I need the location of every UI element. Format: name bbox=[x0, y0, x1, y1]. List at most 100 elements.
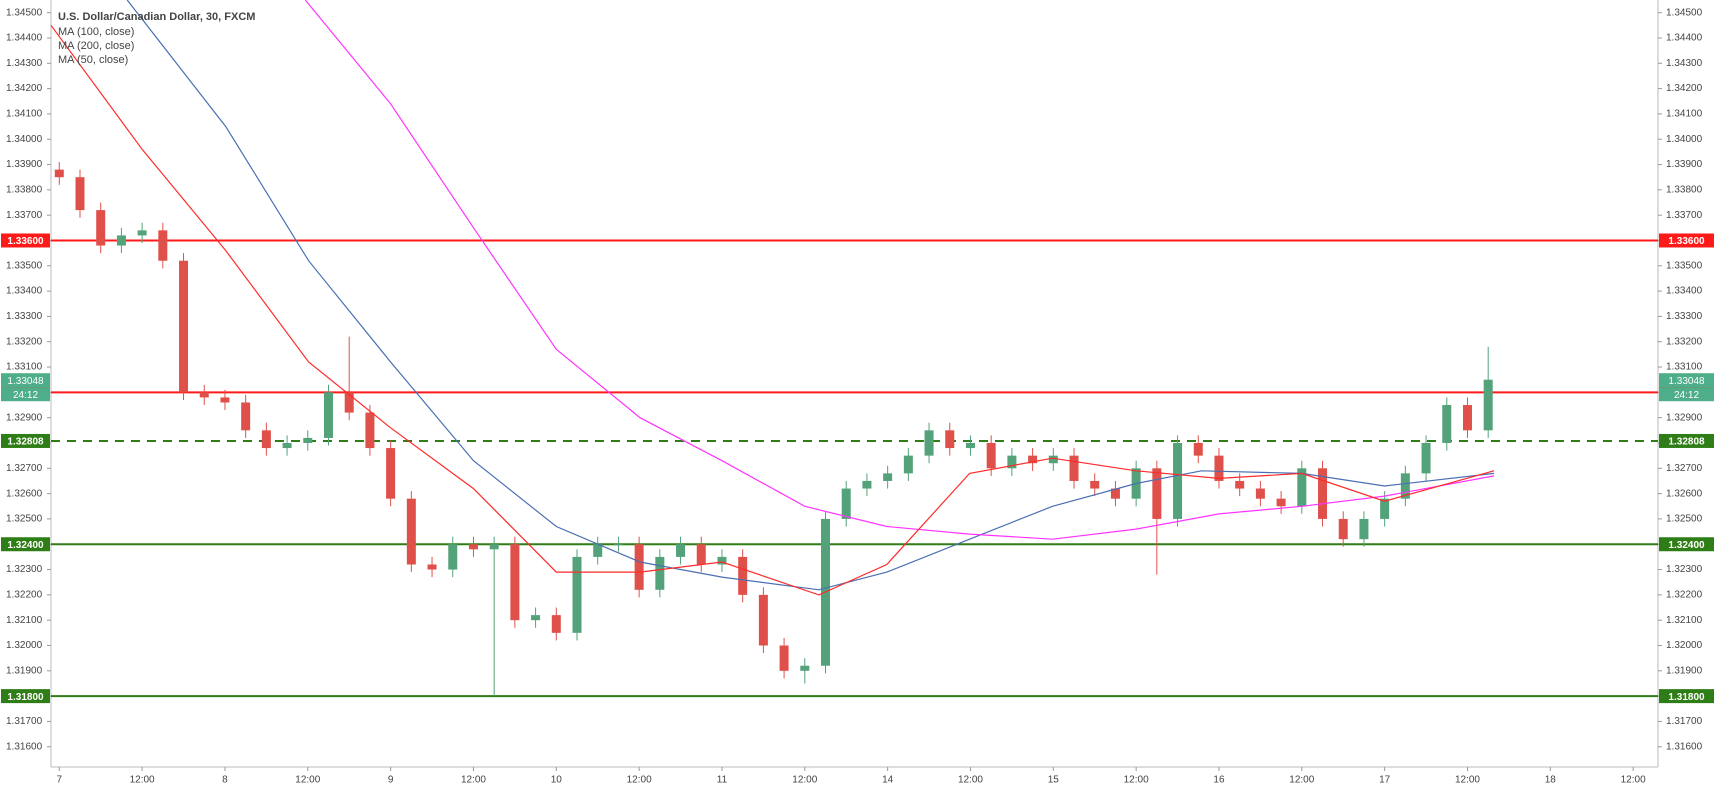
y-tick-label: 1.34300 bbox=[6, 58, 43, 69]
x-tick-label: 17 bbox=[1379, 775, 1391, 786]
y-tick-label: 1.33100 bbox=[1666, 362, 1703, 373]
candle-body bbox=[1483, 379, 1493, 431]
level-label: 1.33600 bbox=[7, 236, 44, 247]
legend-entry: MA (200, close) bbox=[58, 40, 134, 52]
x-tick-label: 10 bbox=[551, 775, 563, 786]
y-tick-label: 1.32000 bbox=[6, 640, 43, 651]
candle-body bbox=[427, 564, 437, 570]
level-label-box bbox=[1, 689, 50, 704]
y-tick-label: 1.31700 bbox=[6, 716, 43, 727]
candle-body bbox=[261, 430, 271, 449]
y-tick-label: 1.33800 bbox=[6, 184, 43, 195]
y-tick-label: 1.31900 bbox=[1666, 665, 1703, 676]
candle-body bbox=[1007, 455, 1017, 469]
candle-body bbox=[116, 235, 126, 246]
ma-line bbox=[304, 0, 1495, 540]
candle-body bbox=[800, 665, 810, 671]
y-tick-label: 1.34500 bbox=[6, 7, 43, 18]
candle-body bbox=[945, 430, 955, 449]
candle-body bbox=[137, 230, 147, 236]
candle-body bbox=[365, 412, 375, 449]
level-label: 1.32400 bbox=[7, 540, 44, 551]
level-label-box bbox=[1659, 689, 1714, 704]
y-tick-label: 1.33500 bbox=[6, 260, 43, 271]
candle-body bbox=[676, 544, 686, 557]
candle-body bbox=[510, 544, 520, 621]
level-label: 1.32400 bbox=[1668, 540, 1705, 551]
y-tick-label: 1.32900 bbox=[6, 412, 43, 423]
y-tick-label: 1.33500 bbox=[1666, 260, 1703, 271]
candle-body bbox=[1421, 442, 1431, 474]
candle-body bbox=[613, 544, 623, 546]
candle-body bbox=[75, 177, 85, 211]
y-tick-label: 1.32300 bbox=[1666, 564, 1703, 575]
candle-body bbox=[344, 392, 354, 413]
y-tick-label: 1.31600 bbox=[1666, 741, 1703, 752]
ma-line bbox=[50, 24, 1495, 596]
candle-body bbox=[1400, 473, 1410, 499]
legend-entry: MA (50, close) bbox=[58, 54, 128, 66]
level-label-box bbox=[1, 233, 50, 248]
candle-body bbox=[406, 498, 416, 565]
y-tick-label: 1.34000 bbox=[1666, 134, 1703, 145]
countdown: 24:12 bbox=[1674, 390, 1699, 401]
y-tick-label: 1.33900 bbox=[1666, 159, 1703, 170]
price-label-box bbox=[1, 373, 50, 388]
y-tick-label: 1.32300 bbox=[6, 564, 43, 575]
candle-body bbox=[593, 544, 603, 557]
level-label: 1.31800 bbox=[1668, 692, 1705, 703]
candle-body bbox=[779, 645, 789, 671]
price-label-box bbox=[1659, 373, 1714, 388]
y-tick-label: 1.32000 bbox=[1666, 640, 1703, 651]
candle-body bbox=[862, 480, 872, 489]
x-tick-label: 12:00 bbox=[1124, 775, 1149, 786]
y-tick-label: 1.34400 bbox=[6, 33, 43, 44]
plot-area bbox=[50, 0, 1658, 698]
y-tick-label: 1.34400 bbox=[1666, 33, 1703, 44]
x-tick-label: 16 bbox=[1213, 775, 1225, 786]
level-label-box bbox=[1, 537, 50, 552]
x-tick-label: 12:00 bbox=[627, 775, 652, 786]
x-tick-label: 12:00 bbox=[792, 775, 817, 786]
x-tick-label: 11 bbox=[717, 775, 728, 786]
candle-body bbox=[1048, 455, 1058, 464]
candle-body bbox=[448, 544, 458, 570]
candle-body bbox=[1380, 498, 1390, 519]
candle-body bbox=[1090, 480, 1100, 489]
candle-body bbox=[1462, 405, 1472, 431]
x-tick-label: 12:00 bbox=[1455, 775, 1480, 786]
x-tick-label: 15 bbox=[1048, 775, 1060, 786]
y-tick-label: 1.33200 bbox=[1666, 336, 1703, 347]
level-label: 1.32808 bbox=[7, 437, 44, 448]
candle-body bbox=[1338, 518, 1348, 540]
candle-body bbox=[551, 615, 561, 633]
candle-body bbox=[241, 402, 251, 431]
price-label: 1.33048 bbox=[1668, 376, 1705, 387]
chart-title: U.S. Dollar/Canadian Dollar, 30, FXCM bbox=[58, 11, 255, 23]
candle-body bbox=[1028, 455, 1038, 464]
candle-body bbox=[1318, 468, 1328, 519]
candle-body bbox=[1110, 488, 1120, 499]
y-tick-label: 1.32200 bbox=[6, 590, 43, 601]
candle-body bbox=[1276, 498, 1286, 507]
y-tick-label: 1.34100 bbox=[6, 109, 43, 120]
y-tick-label: 1.32200 bbox=[1666, 590, 1703, 601]
candle-body bbox=[54, 169, 64, 178]
candle-body bbox=[1297, 468, 1307, 507]
level-label: 1.31800 bbox=[7, 692, 44, 703]
y-tick-label: 1.33900 bbox=[6, 159, 43, 170]
level-label-box bbox=[1659, 433, 1714, 448]
y-tick-label: 1.33700 bbox=[1666, 210, 1703, 221]
y-tick-label: 1.33400 bbox=[6, 286, 43, 297]
y-tick-label: 1.33300 bbox=[1666, 311, 1703, 322]
y-tick-label: 1.32500 bbox=[1666, 514, 1703, 525]
y-tick-label: 1.34200 bbox=[6, 83, 43, 94]
y-tick-label: 1.34100 bbox=[1666, 109, 1703, 120]
x-tick-label: 12:00 bbox=[130, 775, 155, 786]
y-tick-label: 1.32600 bbox=[6, 488, 43, 499]
candle-body bbox=[199, 392, 209, 398]
candle-body bbox=[758, 594, 768, 646]
x-tick-label: 12:00 bbox=[295, 775, 320, 786]
